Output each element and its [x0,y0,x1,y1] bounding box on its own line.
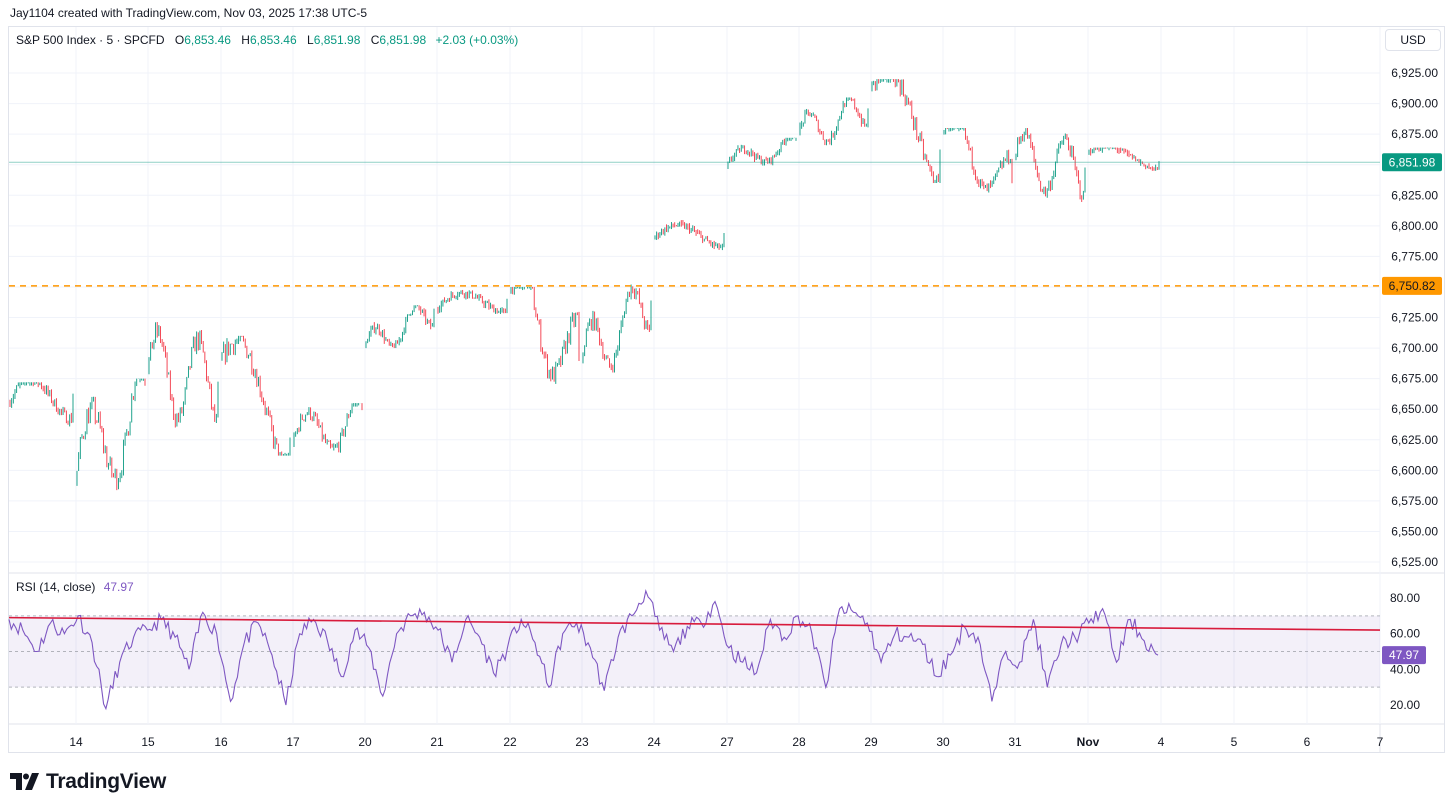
time-tick-label: 31 [1008,735,1022,749]
time-tick-label: Nov [1077,735,1100,749]
tradingview-logo-text: TradingView [46,770,167,793]
chart-frame [8,26,1445,753]
price-tick-label: 6,525.00 [1391,555,1438,569]
open-value: 6,853.46 [184,33,231,47]
rsi-tick-label: 40.00 [1390,662,1420,676]
price-tick-label: 6,925.00 [1391,66,1438,80]
symbol-name[interactable]: S&P 500 Index · 5 · SPCFD [16,33,165,47]
price-tick-label: 6,825.00 [1391,188,1438,202]
overlays: 6,750.82 6,851.98 [9,153,1442,295]
time-tick-label: 21 [430,735,444,749]
time-tick-label: 29 [864,735,878,749]
close-label: C [370,33,380,47]
time-tick-label: 23 [575,735,589,749]
rsi-tick-label: 80.00 [1390,591,1420,605]
time-tick-label: 5 [1231,735,1238,749]
price-tick-label: 6,900.00 [1391,97,1438,111]
time-tick-label: 17 [286,735,300,749]
open-label: O [174,33,185,47]
price-tick-label: 6,575.00 [1391,494,1438,508]
price-tick-label: 6,650.00 [1391,402,1438,416]
price-tick-label: 6,800.00 [1391,219,1438,233]
time-tick-label: 4 [1158,735,1165,749]
level-price-tag [1382,276,1442,295]
chart-credit: Jay1104 created with TradingView.com, No… [10,6,368,20]
time-tick-label: 6 [1304,735,1311,749]
rsi-pane: 47.97 [8,588,1426,711]
time-tick-label: 22 [503,735,517,749]
price-tick-label: 6,625.00 [1391,433,1438,447]
time-tick-label: 7 [1377,735,1384,749]
time-tick-label: 27 [720,735,734,749]
price-tick-label: 6,550.00 [1391,524,1438,538]
grid [9,27,1444,752]
time-axis: 14 15 16 17 20 21 22 23 24 27 28 29 30 31 Nov 4 5 6 7 [69,735,1383,749]
time-tick-label: 24 [647,735,661,749]
tradingview-logo-icon [10,773,39,790]
low-label: L [307,33,314,47]
price-axis: 6,925.006,900.006,875.006,850.006,825.00… [1390,66,1438,712]
high-value: 6,853.46 [249,33,297,47]
low-value: 6,851.98 [313,33,361,47]
time-tick-label: 30 [936,735,950,749]
time-tick-label: 14 [69,735,83,749]
level-price-label: 6,750.82 [1389,279,1436,293]
rsi-tick-label: 60.00 [1390,627,1420,641]
rsi-trendline [8,616,1381,631]
rsi-value: 47.97 [103,580,134,594]
price-tick-label: 6,700.00 [1391,341,1438,355]
close-value: 6,851.98 [379,33,427,47]
rsi-line [8,588,1159,711]
price-tick-label: 6,875.00 [1391,127,1438,141]
price-tick-label: 6,725.00 [1391,311,1438,325]
last-price-label: 6,851.98 [1389,155,1436,169]
time-tick-label: 15 [141,735,155,749]
rsi-tick-label: 20.00 [1390,698,1420,712]
rsi-value-tag [1382,646,1426,665]
time-tick-label: 28 [792,735,806,749]
price-tick-label: 6,775.00 [1391,249,1438,263]
price-tick-label: 6,675.00 [1391,372,1438,386]
candles [9,79,1160,491]
price-tick-label: 6,600.00 [1391,463,1438,477]
currency-button[interactable]: USD [1385,29,1441,51]
rsi-label[interactable]: RSI (14, close) [16,580,96,594]
symbol-legend: S&P 500 Index · 5 · SPCFD O6,853.46 H6,8… [16,33,518,47]
last-price-tag [1382,153,1442,172]
rsi-legend: RSI (14, close) 47.97 [16,580,134,594]
high-label: H [241,33,250,47]
time-tick-label: 16 [214,735,228,749]
time-tick-label: 20 [358,735,372,749]
rsi-value-label: 47.97 [1389,648,1419,662]
change-value: +2.03 (+0.03%) [435,33,519,47]
tradingview-logo[interactable]: TradingView [10,770,166,794]
